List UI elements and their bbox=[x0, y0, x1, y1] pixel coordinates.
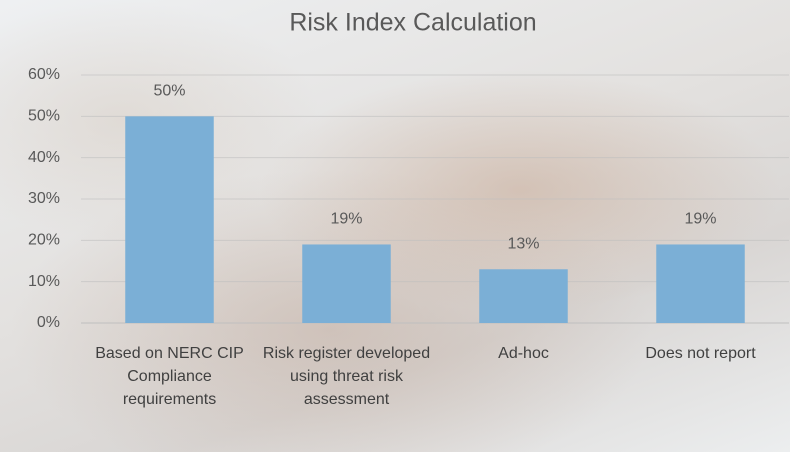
value-label: 19% bbox=[330, 211, 362, 228]
y-tick-label: 40% bbox=[28, 149, 60, 166]
chart-title: Risk Index Calculation bbox=[289, 9, 536, 37]
value-label: 19% bbox=[684, 211, 716, 228]
x-tick-label: Based on NERC CIP Compliance requirement… bbox=[85, 342, 255, 411]
y-tick-label: 60% bbox=[28, 66, 60, 83]
chart-area: Risk Index Calculation 0% 10% 20% 30% 40% 50%… bbox=[0, 0, 790, 452]
bar bbox=[479, 269, 568, 323]
bar bbox=[302, 244, 391, 323]
bar bbox=[656, 244, 745, 323]
y-tick-label: 20% bbox=[28, 232, 60, 249]
y-tick-label: 30% bbox=[28, 190, 60, 207]
bar bbox=[125, 116, 214, 323]
y-tick-label: 0% bbox=[37, 314, 60, 331]
y-tick-label: 50% bbox=[28, 108, 60, 125]
value-label: 13% bbox=[507, 235, 539, 252]
x-tick-label: Ad-hoc bbox=[439, 342, 609, 365]
value-label: 50% bbox=[153, 83, 185, 100]
x-tick-label: Does not report bbox=[616, 342, 786, 365]
x-tick-label: Risk register developed using threat ris… bbox=[262, 342, 432, 411]
y-tick-label: 10% bbox=[28, 273, 60, 290]
